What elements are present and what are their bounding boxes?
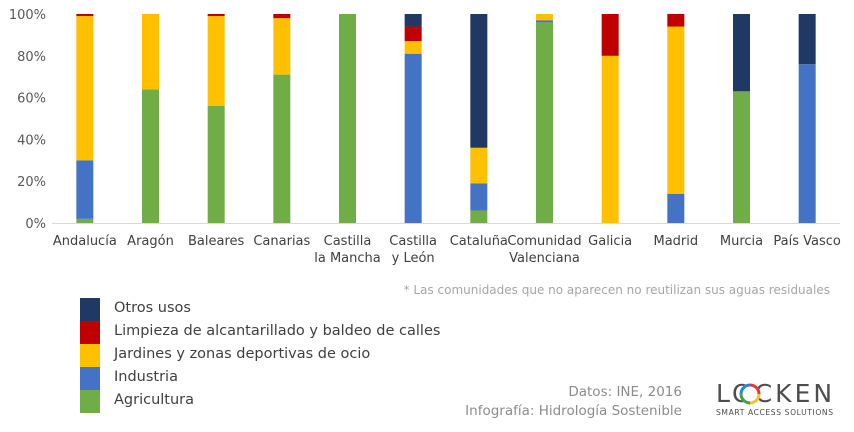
source-infographic-line: Infografía: Hidrología Sostenible: [465, 403, 682, 419]
bar-segment-jardines: [536, 14, 553, 21]
bar-segment-limpieza: [76, 14, 94, 17]
y-tick-label: 100%: [9, 8, 46, 23]
logo-wordmark: LOCKEN: [716, 379, 836, 408]
x-tick-label: Madrid: [654, 234, 699, 249]
legend-swatch: [80, 390, 100, 413]
bar-segment-agricultura: [733, 91, 750, 223]
legend-label: Otros usos: [114, 300, 191, 316]
locken-logo: LOCKEN SMART ACCESS SOLUTIONS: [716, 379, 834, 419]
source-data-line: Datos: INE, 2016: [568, 384, 682, 400]
bar-segment-jardines: [404, 41, 422, 54]
bar-segment-limpieza: [273, 14, 291, 19]
legend-item: Otros usos: [80, 298, 500, 321]
legend-swatch: [80, 367, 100, 390]
bar-segment-agricultura: [470, 210, 488, 223]
x-tick-label: Galicia: [588, 234, 632, 249]
x-tick-label: Baleares: [188, 234, 245, 249]
y-tick-label: 40%: [17, 133, 46, 148]
bar-segment-industria: [404, 53, 422, 224]
legend-swatch: [80, 298, 100, 321]
legend-item: Jardines y zonas deportivas de ocio: [80, 344, 500, 367]
stacked-bar-chart: 0% 20% 40% 60% 80% 100% Andalucía Aragón Baleare…: [9, 8, 841, 266]
bar-segment-agricultura: [76, 218, 94, 223]
x-tick-label: Andalucía: [53, 234, 117, 249]
bar-segment-otros: [470, 14, 488, 148]
x-tick-label: Murcia: [720, 234, 763, 249]
bar-segment-jardines: [207, 16, 225, 106]
bar-segment-jardines: [76, 16, 94, 161]
x-tick-label: Comunidad Valenciana: [507, 234, 581, 266]
bar-segment-otros: [733, 14, 750, 92]
legend-item: Industria: [80, 367, 500, 390]
bar-segment-limpieza: [667, 14, 685, 27]
bar-segment-agricultura: [207, 105, 225, 223]
bar-segment-industria: [76, 160, 94, 219]
bar-segment-otros: [798, 14, 816, 65]
x-tick-label: País Vasco: [773, 234, 841, 249]
legend-label: Jardines y zonas deportivas de ocio: [114, 346, 371, 362]
bar-segment-jardines: [273, 18, 291, 75]
logo-tagline: SMART ACCESS SOLUTIONS: [716, 408, 834, 417]
y-tick-label: 20%: [17, 175, 46, 190]
y-tick-label: 80%: [17, 50, 46, 65]
legend-swatch: [80, 344, 100, 367]
bar-segment-agricultura: [339, 14, 356, 223]
legend-label: Limpieza de alcantarillado y baldeo de c…: [114, 323, 441, 339]
x-tick-label: Cataluña: [450, 234, 508, 249]
x-tick-label: Canarias: [253, 234, 310, 249]
legend-label: Agricultura: [114, 392, 195, 408]
y-tick-label: 0%: [25, 217, 46, 232]
legend-item: Agricultura: [80, 390, 500, 413]
bar-segment-jardines: [142, 14, 159, 90]
legend-label: Industria: [114, 369, 178, 385]
x-tick-label: Castilla la Mancha: [314, 234, 381, 266]
x-tick-label: Aragón: [127, 234, 174, 249]
bar-segment-industria: [667, 193, 685, 223]
bar-segment-limpieza: [404, 26, 422, 42]
legend-swatch: [80, 321, 100, 344]
y-tick-label: 60%: [17, 92, 46, 107]
x-tick-label: Castilla y León: [389, 234, 437, 266]
legend-item: Limpieza de alcantarillado y baldeo de c…: [80, 321, 500, 344]
bar-segment-industria: [536, 20, 553, 23]
bar-segment-industria: [798, 64, 816, 223]
bar-segment-jardines: [667, 26, 685, 194]
bar-segment-otros: [404, 14, 422, 27]
source-credits: Datos: INE, 2016 Infografía: Hidrología …: [465, 383, 682, 421]
bar-segment-jardines: [470, 147, 488, 184]
bar-segment-agricultura: [536, 22, 553, 223]
bar-segment-limpieza: [601, 14, 619, 56]
bar-segment-jardines: [601, 55, 619, 223]
footnote: * Las comunidades que no aparecen no reu…: [403, 283, 830, 297]
bar-segment-industria: [470, 183, 488, 211]
bar-segment-agricultura: [142, 89, 159, 224]
bar-segment-limpieza: [207, 14, 225, 17]
bar-segment-agricultura: [273, 74, 291, 223]
logo-ring-icon: [739, 383, 761, 405]
